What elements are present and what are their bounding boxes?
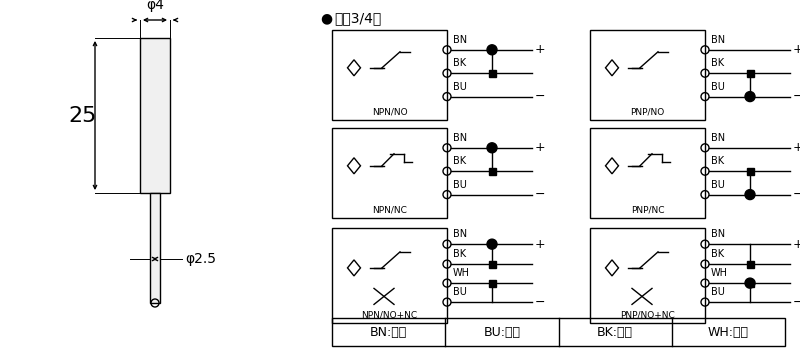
Bar [489,168,495,175]
Bar [150,193,160,303]
Bar [590,30,705,120]
Text: −: − [793,90,800,103]
Text: BK: BK [711,156,724,166]
Bar [746,260,754,268]
Text: NPN/NO+NC: NPN/NO+NC [362,310,418,320]
Text: NPN/NC: NPN/NC [372,206,407,214]
Bar [332,228,447,323]
Text: BU: BU [453,82,467,92]
Circle shape [745,92,755,102]
Circle shape [487,143,497,153]
Text: ●: ● [320,11,332,25]
Bar [590,228,705,323]
Text: −: − [793,188,800,201]
Bar [590,128,705,218]
Text: 25: 25 [69,106,97,126]
Text: BN: BN [711,133,725,143]
Text: +: + [793,238,800,251]
Bar [489,70,495,77]
Text: PNP/NC: PNP/NC [630,206,664,214]
Text: BN: BN [453,35,467,45]
Text: −: − [535,188,546,201]
Text: BK: BK [453,58,466,68]
Bar [746,279,754,287]
Text: BN: BN [711,229,725,239]
Text: PNP/NO: PNP/NO [630,107,665,117]
Text: BU: BU [711,82,725,92]
Text: BU: BU [453,287,467,297]
Circle shape [745,190,755,200]
Bar [332,128,447,218]
Text: −: − [535,296,546,309]
Text: WH:白色: WH:白色 [708,326,749,339]
Text: −: − [793,296,800,309]
Text: BK: BK [453,249,466,259]
Text: φ2.5: φ2.5 [185,252,216,266]
Text: −: − [535,90,546,103]
Text: +: + [535,43,546,56]
Bar [489,279,495,287]
Text: BU: BU [711,180,725,190]
Text: BK: BK [711,249,724,259]
Bar [746,168,754,175]
Text: +: + [793,43,800,56]
Text: +: + [793,141,800,154]
Bar [746,70,754,77]
Text: BU:兰色: BU:兰色 [483,326,520,339]
Bar [332,30,447,120]
Text: BU: BU [453,180,467,190]
Text: 直涁3/4线: 直涁3/4线 [334,11,382,25]
Circle shape [745,278,755,288]
Circle shape [487,239,497,249]
Text: BU: BU [711,287,725,297]
Text: BN: BN [453,229,467,239]
Text: BK: BK [453,156,466,166]
Text: BK: BK [711,58,724,68]
Text: BK:黑色: BK:黑色 [597,326,633,339]
Text: BN: BN [453,133,467,143]
Text: PNP/NO+NC: PNP/NO+NC [620,310,675,320]
Bar [332,318,785,346]
Text: WH: WH [711,268,728,278]
Circle shape [487,45,497,55]
Text: NPN/NO: NPN/NO [372,107,407,117]
Text: BN: BN [711,35,725,45]
Text: BN:棕色: BN:棕色 [370,326,407,339]
Text: φ4: φ4 [146,0,164,12]
Text: +: + [535,141,546,154]
Text: +: + [535,238,546,251]
Text: WH: WH [453,268,470,278]
Bar [140,38,170,193]
Bar [489,260,495,268]
